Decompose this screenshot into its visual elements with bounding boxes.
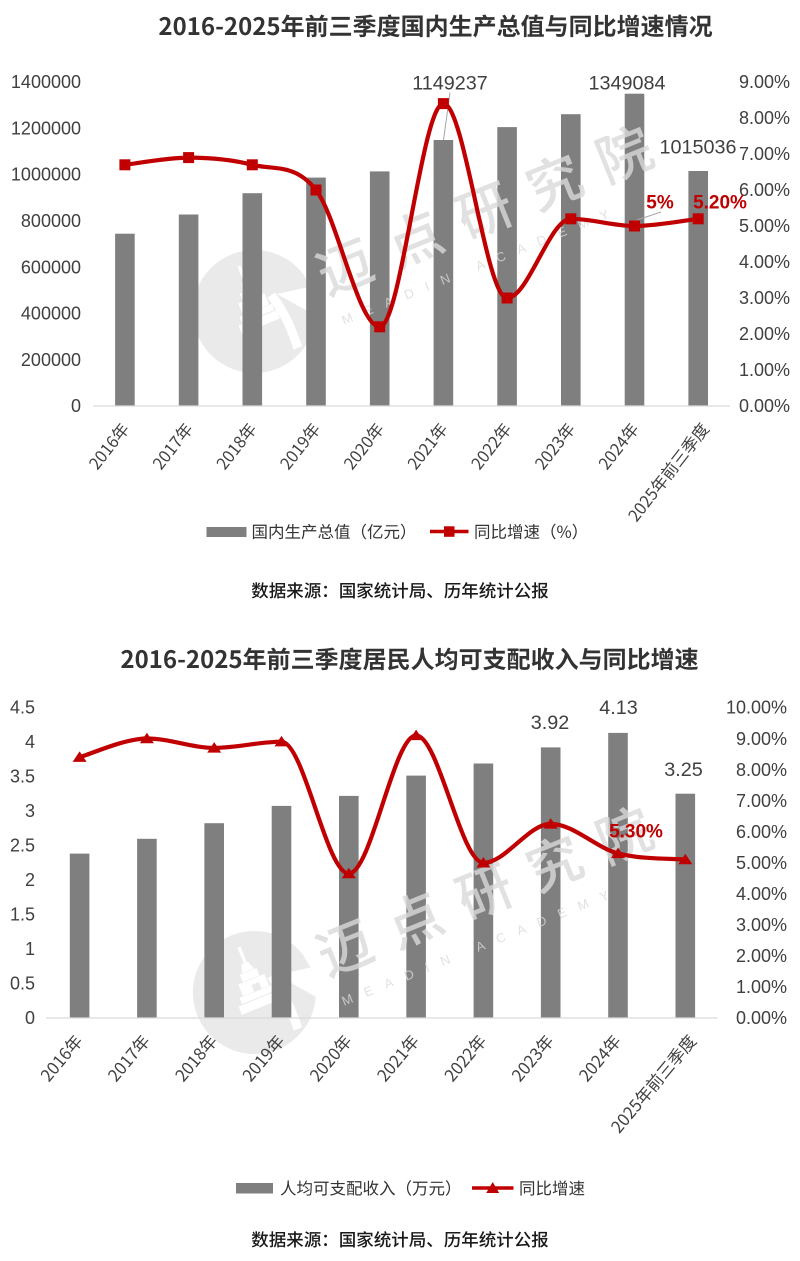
svg-text:1149237: 1149237 bbox=[412, 73, 488, 95]
svg-text:600000: 600000 bbox=[21, 257, 81, 277]
svg-text:200000: 200000 bbox=[21, 350, 81, 370]
svg-text:10.00%: 10.00% bbox=[726, 698, 787, 718]
svg-text:1200000: 1200000 bbox=[11, 118, 81, 138]
svg-text:5.00%: 5.00% bbox=[739, 216, 790, 236]
svg-text:4: 4 bbox=[25, 732, 35, 752]
svg-text:1015036: 1015036 bbox=[659, 136, 736, 158]
svg-text:1400000: 1400000 bbox=[11, 72, 81, 92]
svg-text:4.00%: 4.00% bbox=[736, 884, 787, 904]
svg-text:2.5: 2.5 bbox=[10, 836, 35, 856]
svg-text:1000000: 1000000 bbox=[11, 165, 81, 185]
svg-text:0: 0 bbox=[25, 1008, 35, 1028]
svg-text:5.30%: 5.30% bbox=[609, 821, 663, 842]
svg-text:800000: 800000 bbox=[21, 211, 81, 231]
svg-text:8.00%: 8.00% bbox=[736, 760, 787, 780]
svg-text:3.00%: 3.00% bbox=[739, 288, 790, 308]
svg-text:7.00%: 7.00% bbox=[739, 144, 790, 164]
svg-text:1349084: 1349084 bbox=[588, 73, 665, 95]
svg-text:2.00%: 2.00% bbox=[736, 946, 787, 966]
svg-text:400000: 400000 bbox=[21, 304, 81, 324]
svg-text:5.20%: 5.20% bbox=[693, 193, 747, 214]
svg-text:9.00%: 9.00% bbox=[739, 72, 790, 92]
svg-text:0: 0 bbox=[71, 396, 81, 416]
svg-text:7.00%: 7.00% bbox=[736, 791, 787, 811]
svg-text:0.00%: 0.00% bbox=[739, 396, 790, 416]
svg-text:9.00%: 9.00% bbox=[736, 729, 787, 749]
svg-text:8.00%: 8.00% bbox=[739, 108, 790, 128]
svg-text:3: 3 bbox=[25, 801, 35, 821]
svg-text:6.00%: 6.00% bbox=[739, 180, 790, 200]
svg-text:1.00%: 1.00% bbox=[739, 360, 790, 380]
svg-text:3.5: 3.5 bbox=[10, 767, 35, 787]
svg-text:2: 2 bbox=[25, 870, 35, 890]
svg-text:1.00%: 1.00% bbox=[736, 977, 787, 997]
svg-text:3.92: 3.92 bbox=[531, 712, 570, 734]
svg-text:3.25: 3.25 bbox=[664, 759, 703, 781]
svg-text:1: 1 bbox=[25, 939, 35, 959]
svg-text:0.00%: 0.00% bbox=[736, 1008, 787, 1028]
svg-text:2.00%: 2.00% bbox=[739, 324, 790, 344]
svg-text:4.13: 4.13 bbox=[599, 697, 638, 719]
svg-text:5%: 5% bbox=[646, 193, 674, 214]
svg-text:3.00%: 3.00% bbox=[736, 915, 787, 935]
svg-text:5.00%: 5.00% bbox=[736, 853, 787, 873]
svg-text:0.5: 0.5 bbox=[10, 974, 35, 994]
svg-text:4.00%: 4.00% bbox=[739, 252, 790, 272]
svg-text:4.5: 4.5 bbox=[10, 698, 35, 718]
svg-text:1.5: 1.5 bbox=[10, 905, 35, 925]
svg-text:6.00%: 6.00% bbox=[736, 822, 787, 842]
